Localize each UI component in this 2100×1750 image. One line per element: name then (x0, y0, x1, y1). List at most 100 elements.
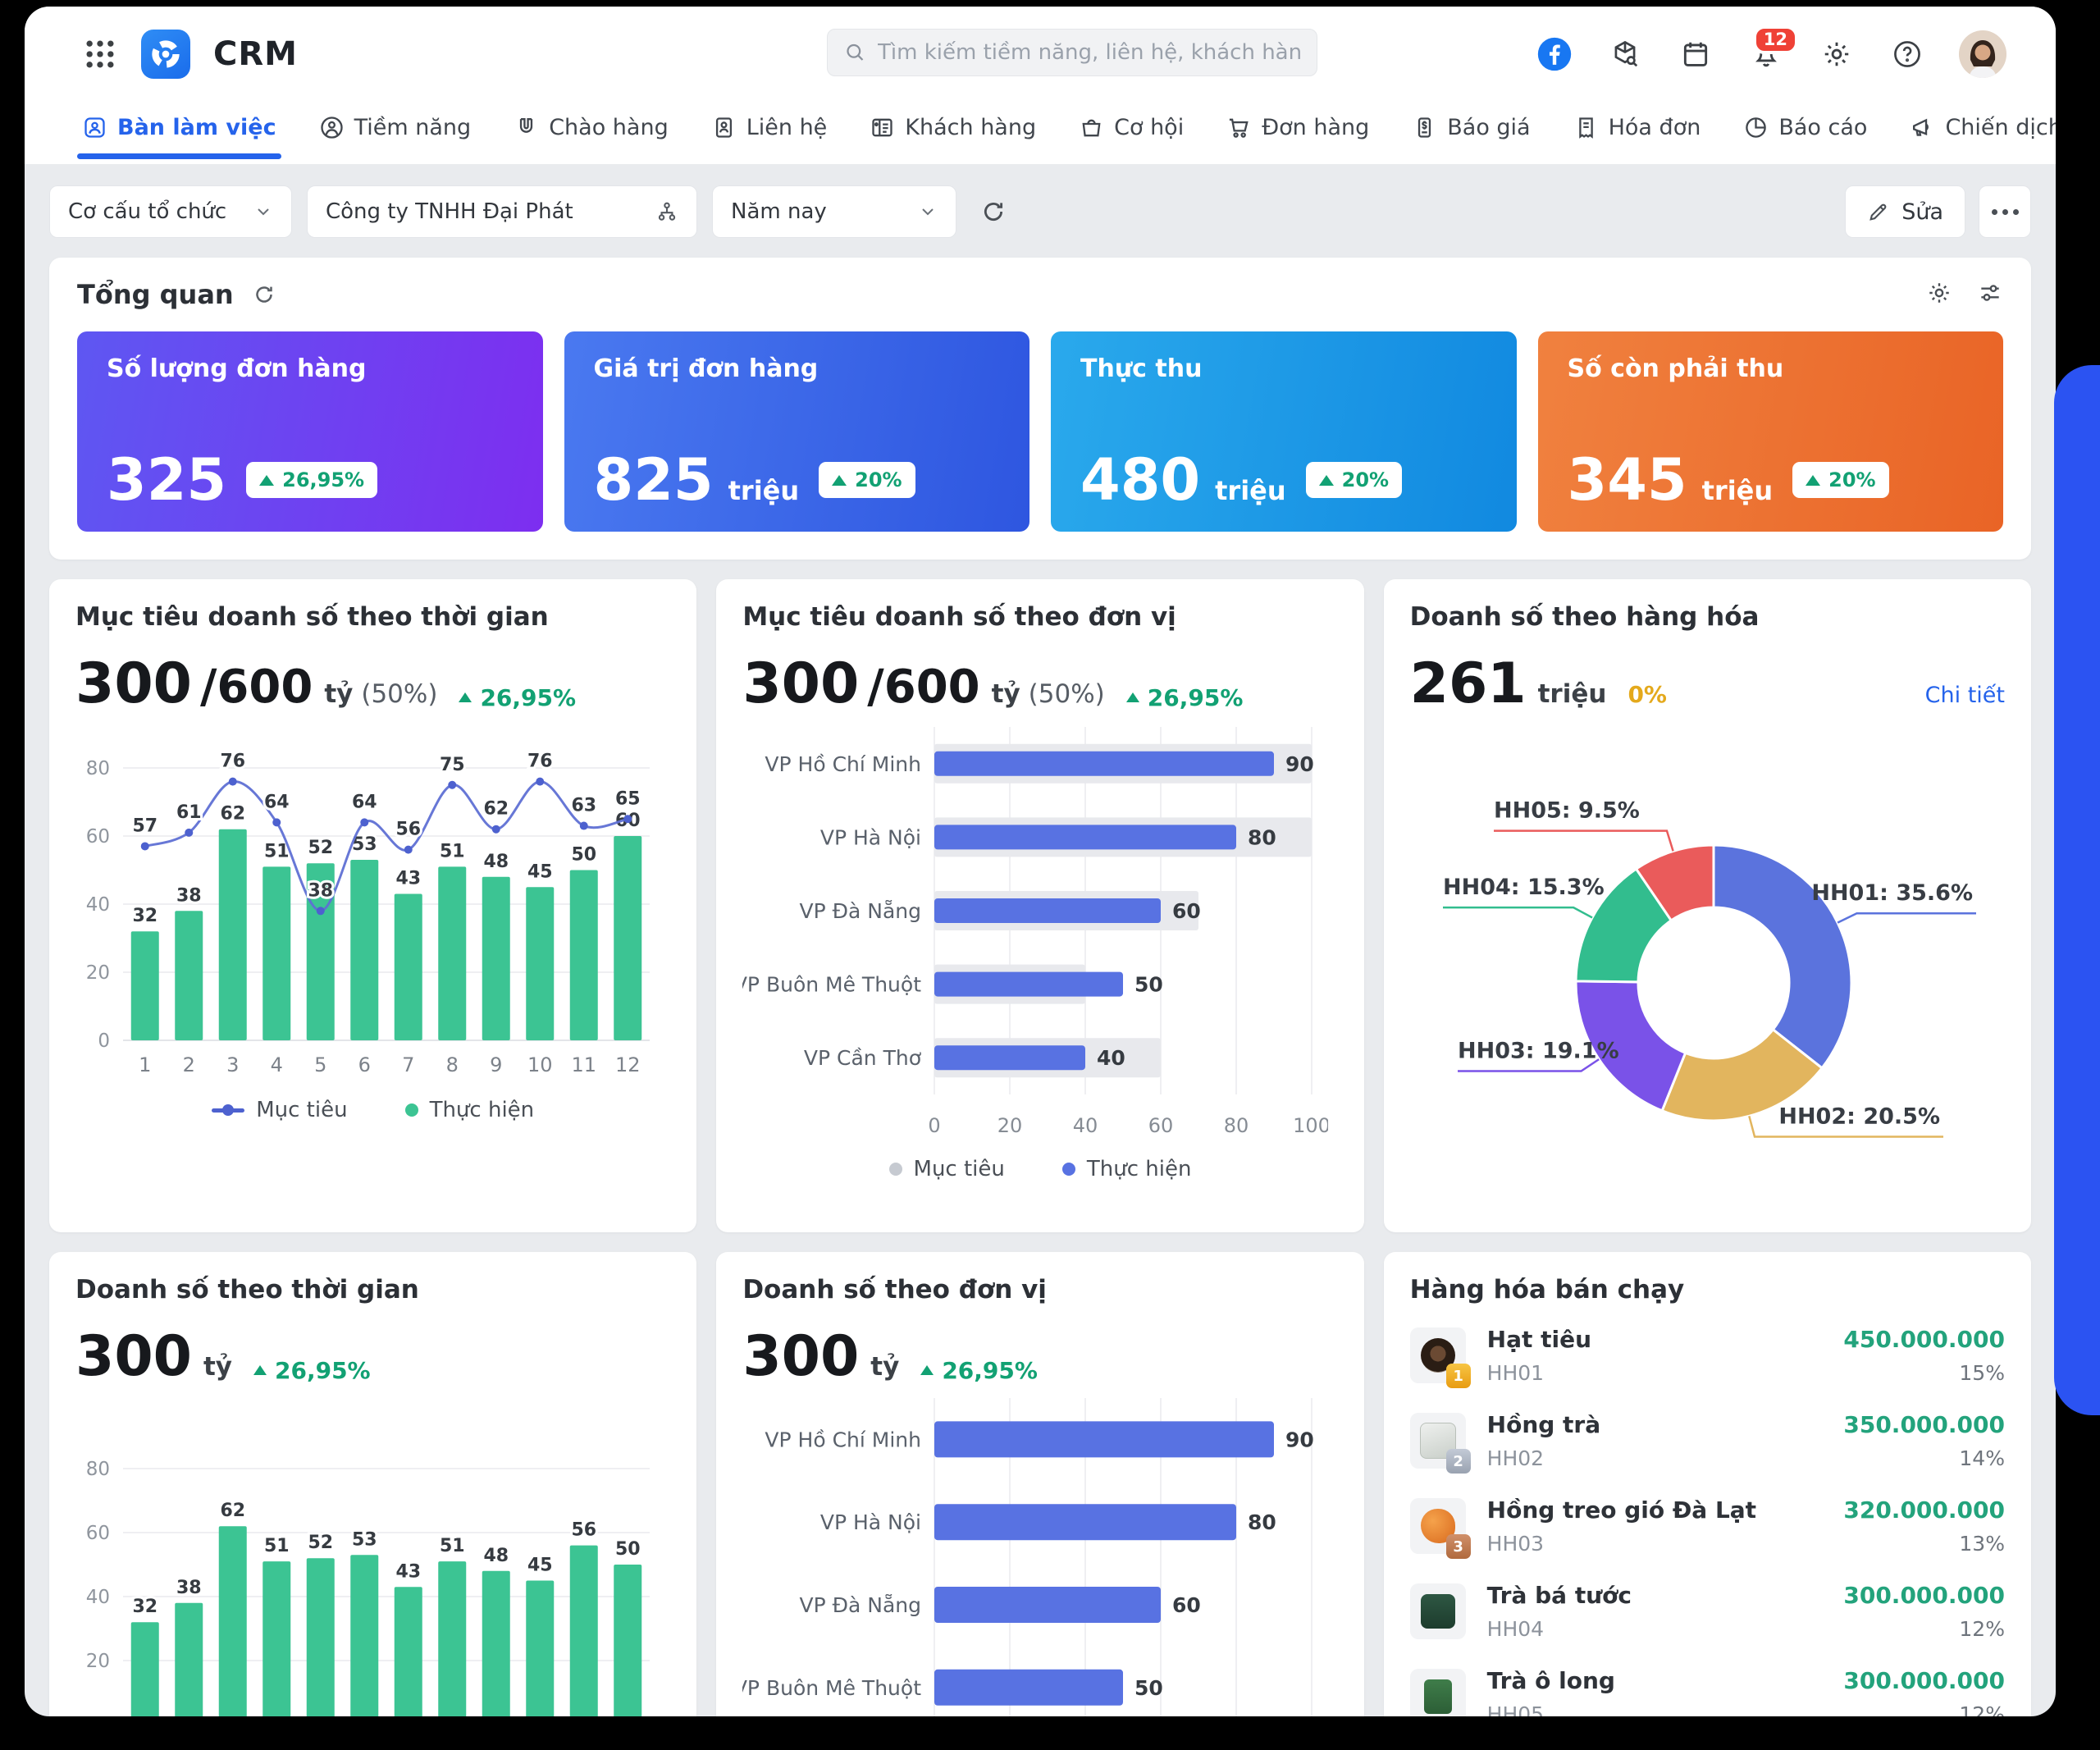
calendar-icon[interactable] (1677, 35, 1714, 73)
tab-bag[interactable]: Cơ hội (1079, 102, 1184, 153)
product-list-item[interactable]: 3 Hồng treo gió Đà Lạt HH03 320.000.000 … (1409, 1483, 2005, 1569)
company-select[interactable]: Công ty TNHH Đại Phát (307, 185, 697, 238)
svg-text:48: 48 (483, 1546, 509, 1566)
svg-text:60: 60 (86, 1523, 110, 1544)
refresh-icon[interactable] (971, 190, 1016, 234)
product-list-item[interactable]: 2 Hồng trà HH02 350.000.000 14% (1409, 1398, 2005, 1483)
kpi-unit: triệu (728, 475, 800, 506)
svg-text:90: 90 (1285, 1428, 1314, 1451)
tab-quote[interactable]: Báo giá (1412, 102, 1531, 153)
svg-text:HH02: 20.5%: HH02: 20.5% (1778, 1103, 1940, 1129)
headline-value: 300 (75, 1324, 192, 1389)
kpi-card: Số lượng đơn hàng 325 26,95% (77, 331, 543, 532)
svg-text:32: 32 (132, 906, 158, 926)
product-percent: 12% (1959, 1702, 2005, 1716)
svg-text:51: 51 (264, 1536, 290, 1556)
headline-value: 261 (1409, 651, 1527, 716)
product-list-item[interactable]: 1 Hạt tiêu HH01 450.000.000 15% (1409, 1313, 2005, 1398)
more-options-button[interactable] (1979, 185, 2031, 238)
tab-label: Hóa đơn (1608, 114, 1701, 140)
best-sellers-panel: Hàng hóa bán chạy 1 Hạt tiêu HH01 450.00… (1383, 1252, 2031, 1716)
tab-label: Bàn làm việc (117, 114, 276, 140)
app-title: CRM (213, 35, 298, 73)
background-window-edge (2054, 365, 2100, 1415)
tab-magnet[interactable]: Chào hàng (514, 102, 669, 153)
edit-button[interactable]: Sửa (1845, 185, 1965, 238)
tab-label: Báo cáo (1778, 114, 1868, 140)
kpi-trend-badge: 20% (1792, 462, 1889, 498)
svg-text:VP Hồ Chí Minh: VP Hồ Chí Minh (765, 1428, 922, 1451)
settings-gear-icon[interactable] (1926, 280, 1952, 309)
org-structure-select[interactable]: Cơ cấu tổ chức (49, 185, 292, 238)
help-icon[interactable] (1888, 35, 1926, 73)
svg-text:51: 51 (440, 1536, 465, 1556)
svg-text:51: 51 (264, 841, 290, 861)
product-name: Hồng treo gió Đà Lạt (1486, 1496, 1757, 1524)
product-name: Trà bá tước (1486, 1582, 1632, 1609)
headline-unit: tỷ (870, 1352, 900, 1382)
product-list-item[interactable]: Trà ô long HH05 300.000.000 12% (1409, 1654, 2005, 1716)
svg-text:9: 9 (490, 1053, 502, 1076)
period-value: Năm nay (731, 199, 827, 224)
svg-text:61: 61 (176, 802, 202, 823)
legend-item[interactable]: Mục tiêu (212, 1098, 348, 1122)
svg-text:43: 43 (395, 1561, 421, 1582)
facebook-icon[interactable] (1536, 35, 1573, 73)
svg-text:VP Đà Nẵng: VP Đà Nẵng (800, 899, 922, 923)
tab-label: Chiến dịch (1945, 114, 2056, 140)
svg-text:8: 8 (446, 1053, 459, 1076)
detail-link[interactable]: Chi tiết (1924, 683, 2005, 708)
svg-text:63: 63 (571, 796, 596, 816)
chart-title: Doanh số theo hàng hóa (1409, 602, 1760, 632)
cube-search-icon[interactable] (1606, 35, 1644, 73)
app-grid-icon[interactable] (82, 36, 118, 72)
tab-label: Tiềm năng (354, 114, 472, 140)
legend-item[interactable]: Mục tiêu (888, 1157, 1005, 1181)
svg-text:HH05: 9.5%: HH05: 9.5% (1494, 798, 1640, 824)
svg-text:12: 12 (615, 1053, 641, 1076)
svg-text:62: 62 (220, 1501, 245, 1521)
trend-up-icon (253, 1365, 267, 1375)
notification-count-badge: 12 (1752, 25, 1798, 55)
legend-item[interactable]: Thực hiện (404, 1098, 534, 1122)
tab-customers[interactable]: Khách hàng (870, 102, 1036, 153)
settings-gear-icon[interactable] (1818, 35, 1856, 73)
crm-logo-icon[interactable] (141, 30, 190, 79)
tab-desk[interactable]: Bàn làm việc (77, 102, 281, 159)
tab-pie[interactable]: Báo cáo (1743, 102, 1867, 153)
tab-cart[interactable]: Đơn hàng (1226, 102, 1369, 153)
product-code: HH01 (1486, 1361, 1545, 1385)
headline-value: 300 (75, 651, 192, 716)
chart-panel-target-by-unit: Mục tiêu doanh số theo đơn vị 300 /600 t… (716, 579, 1364, 1232)
svg-text:45: 45 (527, 861, 553, 882)
main-nav-tabs: Bàn làm việc Tiềm năng Chào hàng Liên hệ Khá… (25, 102, 2056, 164)
product-amount: 450.000.000 (1843, 1326, 2005, 1353)
trend-badge: 26,95% (253, 1357, 371, 1384)
tab-idcard[interactable]: Liên hệ (711, 102, 827, 153)
svg-text:80: 80 (86, 758, 110, 779)
svg-text:VP Đà Nẵng: VP Đà Nẵng (800, 1593, 922, 1617)
kpi-label: Số còn phải thu (1567, 354, 1784, 383)
tab-person[interactable]: Tiềm năng (319, 102, 472, 153)
legend-item[interactable]: Thực hiện (1061, 1157, 1191, 1181)
svg-text:20: 20 (86, 1651, 110, 1672)
headline-target: /600 (199, 660, 313, 714)
user-avatar[interactable] (1959, 30, 2006, 78)
svg-text:80: 80 (1248, 1510, 1276, 1534)
product-list-item[interactable]: Trà bá tước HH04 300.000.000 12% (1409, 1569, 2005, 1654)
tab-megaphone[interactable]: Chiến dịch (1910, 102, 2056, 153)
svg-text:2: 2 (183, 1053, 195, 1076)
sliders-icon[interactable] (1977, 280, 2003, 309)
trend-up-icon (832, 474, 847, 486)
overview-refresh-icon[interactable] (252, 282, 276, 307)
search-input[interactable]: Tìm kiếm tiềm năng, liên hệ, khách hàng (827, 29, 1317, 76)
period-select[interactable]: Năm nay (712, 185, 956, 238)
svg-text:32: 32 (132, 1597, 158, 1617)
tab-invoice[interactable]: Hóa đơn (1573, 102, 1701, 153)
notifications-bell-icon[interactable]: 12 (1747, 25, 1798, 73)
svg-text:90: 90 (1285, 752, 1314, 776)
kpi-label: Thực thu (1080, 354, 1203, 383)
